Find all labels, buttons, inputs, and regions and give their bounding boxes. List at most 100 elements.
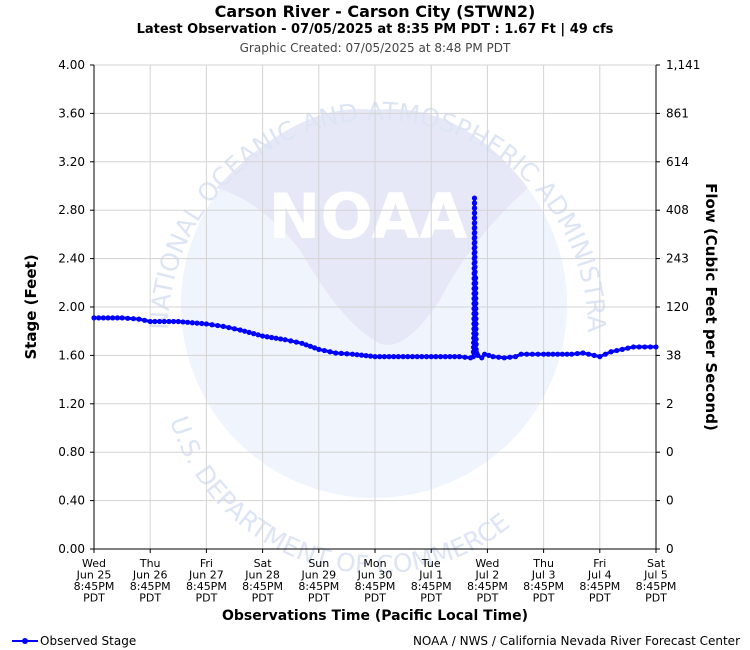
data-point [367,353,374,359]
data-point [175,318,181,325]
data-point [377,354,383,360]
y2-tick-label: 243 [666,252,689,266]
data-point [486,352,492,358]
data-point [507,354,513,360]
data-point [100,315,106,321]
data-point [428,354,434,360]
y2-tick-label: 408 [666,203,689,217]
y-tick-label: 0.00 [58,542,85,556]
credit-text: NOAA / NWS / California Nevada River For… [412,634,740,648]
data-point [327,349,333,355]
data-point [152,318,158,325]
data-point [456,354,462,360]
data-point [452,354,458,360]
data-point [490,354,496,360]
y-tick-label: 0.40 [58,494,85,508]
data-point [471,205,478,211]
data-point [194,320,200,326]
data-point [473,300,479,307]
y2-tick-label: 0 [666,445,674,459]
x-tick-label: Sat Jul 5 8:45PM PDT [636,557,677,605]
data-point [91,315,97,321]
data-point [472,244,478,250]
y-tick-label: 2.40 [58,252,85,266]
data-point [251,331,257,337]
data-point [299,340,305,346]
data-point [395,354,402,360]
data-point [203,321,209,327]
data-point [512,354,519,360]
x-tick-label: Thu Jul 3 8:45PM PDT [523,557,564,605]
data-point [156,318,163,325]
data-point [471,200,478,206]
x-tick-label: Wed Jun 25 8:45PM PDT [74,557,115,605]
data-point [237,327,243,333]
data-point [541,351,547,357]
data-point [442,354,448,360]
data-point [293,339,299,345]
data-point [447,354,453,360]
data-point [619,346,625,352]
data-point [161,318,167,325]
data-point [130,316,136,322]
latest-observation: Latest Observation - 07/05/2025 at 8:35 … [136,22,614,37]
y2-tick-label: 2 [666,397,674,411]
series-layer [91,195,659,361]
watermark-logo-text: NOAA [269,180,468,253]
y2-tick-label: 0 [666,494,674,508]
data-point [647,344,653,350]
x-tick-label: Fri Jun 27 8:45PM PDT [186,557,227,605]
data-point [473,326,479,332]
data-point [471,195,478,201]
data-point [473,290,479,296]
data-point [653,344,659,350]
y2-tick-label: 1,141 [666,58,700,72]
chart-title: Carson River - Carson City (STWN2) [214,2,536,21]
data-point [642,344,648,350]
data-point [591,352,597,358]
data-point [473,316,479,322]
data-point [473,305,479,312]
data-point [264,334,270,340]
data-point [470,354,476,360]
data-point [189,320,195,326]
x-axis-label: Observations Time (Pacific Local Time) [222,608,528,624]
y2-tick-label: 38 [666,348,681,362]
data-point [110,315,116,321]
data-point [524,351,530,357]
data-point [246,329,252,336]
data-point [472,225,478,231]
data-point [419,354,425,360]
y2-axis-label: Flow (Cubic Feet per Second) [702,183,720,431]
y-tick-label: 3.60 [58,106,85,120]
data-point [316,346,322,352]
data-point [321,347,328,354]
data-point [471,210,478,216]
data-point [349,351,356,357]
data-point [344,351,350,357]
data-point [354,352,360,358]
data-point [433,354,439,360]
data-point [363,353,369,359]
data-point [630,344,637,350]
data-point [209,322,215,328]
data-point [473,341,479,347]
data-point [220,323,226,329]
data-point [282,337,288,343]
data-point [472,259,478,265]
y-tick-label: 1.60 [58,348,85,362]
data-point [550,351,556,357]
y-axis-label: Stage (Feet) [22,254,40,359]
data-point [475,352,481,358]
data-point [231,326,238,332]
data-point [381,354,387,360]
data-point [277,336,284,342]
data-point [569,351,575,357]
data-point [180,319,186,325]
data-point [311,345,318,351]
data-point [405,354,411,360]
y2-tick-label: 120 [666,300,689,314]
data-point [358,352,365,358]
data-point [518,351,524,357]
data-point [333,350,339,356]
